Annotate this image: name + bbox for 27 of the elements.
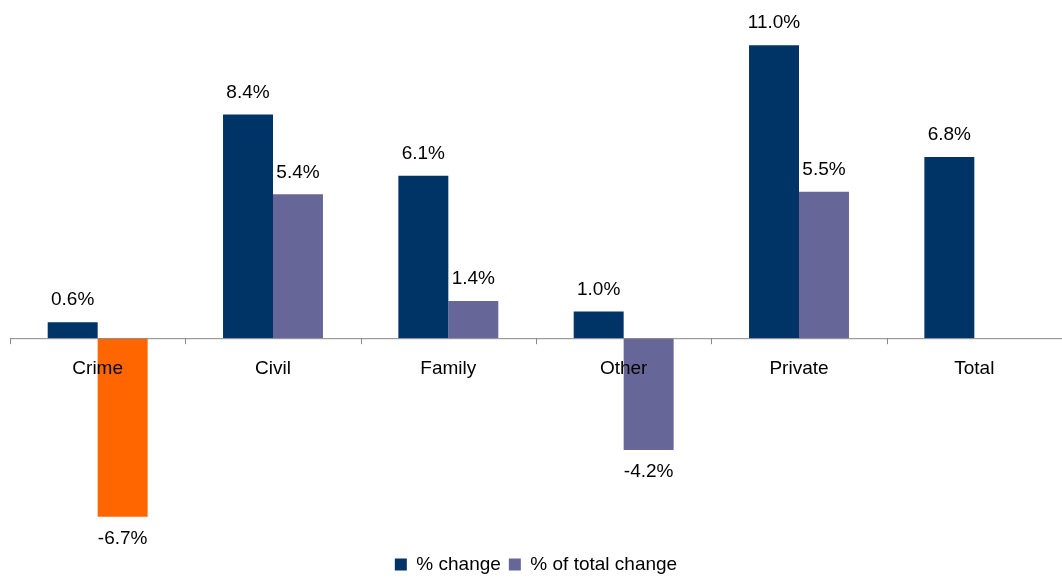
bar (398, 175, 449, 339)
data-label: 8.4% (226, 80, 270, 102)
data-label: 5.4% (276, 160, 320, 182)
data-label: 1.0% (577, 277, 621, 299)
bar (799, 191, 849, 339)
x-tick-label: Private (769, 357, 829, 379)
bar (47, 322, 98, 339)
bar (573, 311, 624, 339)
data-label: -6.7% (97, 526, 148, 548)
bar (448, 300, 499, 339)
x-tick-label: Total (954, 357, 995, 379)
x-tick-label: Other (599, 357, 649, 379)
data-label: 5.5% (802, 157, 846, 179)
data-label: 11.0% (747, 11, 801, 33)
x-tick-label: Civil (255, 357, 291, 379)
bar (749, 45, 799, 339)
legend-label: % of total change (530, 552, 678, 574)
bar (223, 114, 273, 339)
x-tick-label: Family (420, 357, 477, 379)
legend-label: % change (416, 552, 501, 574)
data-label: 1.4% (451, 267, 496, 289)
data-label: 0.6% (51, 288, 95, 310)
data-label: 6.8% (927, 123, 972, 145)
bar (273, 194, 323, 339)
bar (924, 157, 975, 339)
data-label: 6.1% (401, 141, 446, 163)
data-label: -4.2% (623, 460, 674, 482)
